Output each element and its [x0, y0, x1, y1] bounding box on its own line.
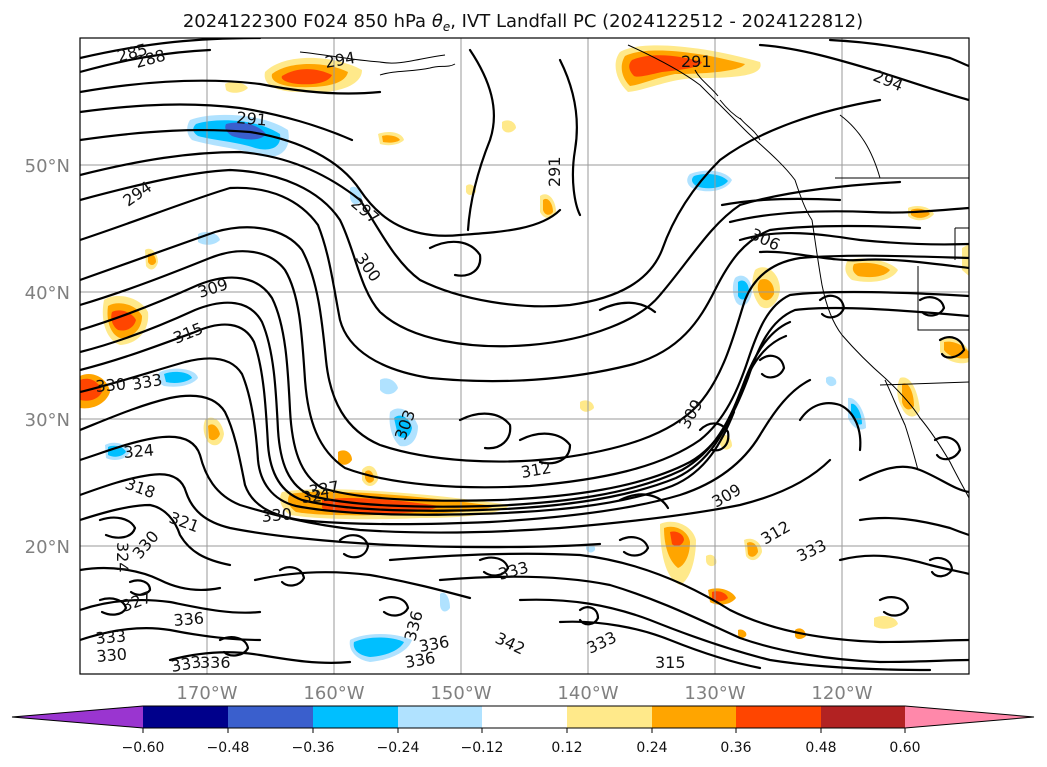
longitude-labels: 170°W 160°W 150°W 140°W 130°W 120°W	[176, 683, 872, 704]
contour-label: 291	[681, 52, 712, 71]
contour-label: 336	[173, 608, 205, 630]
colorbar-segment	[482, 706, 567, 728]
colorbar-tick-label: −0.24	[377, 740, 420, 756]
colorbar-tick-label: 0.48	[805, 740, 836, 756]
map-panel: 285 288 294 291 294 291 294 297 300 291 …	[80, 38, 969, 676]
coastlines	[299, 44, 969, 499]
colorbar-segment	[652, 706, 736, 728]
colorbar-tick-label: −0.12	[461, 740, 504, 756]
contour-label: 336	[200, 653, 231, 672]
lon-label-170w: 170°W	[176, 683, 237, 704]
lat-label-20n: 20°N	[25, 537, 70, 558]
colorbar-segment	[313, 706, 398, 728]
map-frame	[79, 37, 970, 675]
lon-label-130w: 130°W	[684, 683, 745, 704]
figure-title: 2024122300 F024 850 hPa θe, IVT Landfall…	[183, 11, 863, 34]
colorbar-tick-label: 0.60	[889, 740, 920, 756]
contour-label: 330	[96, 644, 128, 666]
contour-label: 291	[236, 108, 268, 130]
colorbar-tick-label: −0.36	[292, 740, 335, 756]
contour-label: 333	[169, 652, 202, 676]
contour-label: 324	[123, 440, 155, 462]
colorbar-extend-left	[12, 706, 143, 728]
colorbar-tick-labels: −0.60 −0.48 −0.36 −0.24 −0.12 0.12 0.24 …	[122, 740, 921, 756]
colorbar-segment	[736, 706, 821, 728]
lat-label-30n: 30°N	[25, 410, 70, 431]
colorbar-ticks	[142, 728, 906, 733]
colorbar-tick-label: 0.24	[636, 740, 667, 756]
lon-label-160w: 160°W	[303, 683, 364, 704]
lat-label-50n: 50°N	[25, 156, 70, 177]
colorbar-segment	[567, 706, 652, 728]
colorbar-tick-label: 0.12	[551, 740, 582, 756]
colorbar-extend-right	[905, 706, 1034, 728]
contour-label: 330	[95, 374, 127, 396]
colorbar-segment	[821, 706, 905, 728]
contour-label: 315	[655, 653, 686, 672]
lon-label-120w: 120°W	[811, 683, 872, 704]
colorbar-tick-label: 0.36	[720, 740, 751, 756]
lon-label-150w: 150°W	[430, 683, 491, 704]
lat-label-40n: 40°N	[25, 283, 70, 304]
lon-label-140w: 140°W	[557, 683, 618, 704]
contour-label: 333	[95, 626, 127, 648]
latitude-labels: 50°N 40°N 30°N 20°N	[25, 156, 70, 558]
contour-label: 324	[113, 542, 132, 573]
colorbar-segment	[398, 706, 482, 728]
colorbar-tick-label: −0.60	[122, 740, 165, 756]
colorbar-tick-label: −0.48	[207, 740, 250, 756]
contour-label: 330	[261, 504, 293, 526]
contour-label: 291	[545, 156, 564, 187]
contour-label: 321	[301, 485, 333, 507]
colorbar-segment	[228, 706, 313, 728]
colorbar-segment	[143, 706, 228, 728]
colorbar: −0.60 −0.48 −0.36 −0.24 −0.12 0.12 0.24 …	[11, 705, 1035, 756]
